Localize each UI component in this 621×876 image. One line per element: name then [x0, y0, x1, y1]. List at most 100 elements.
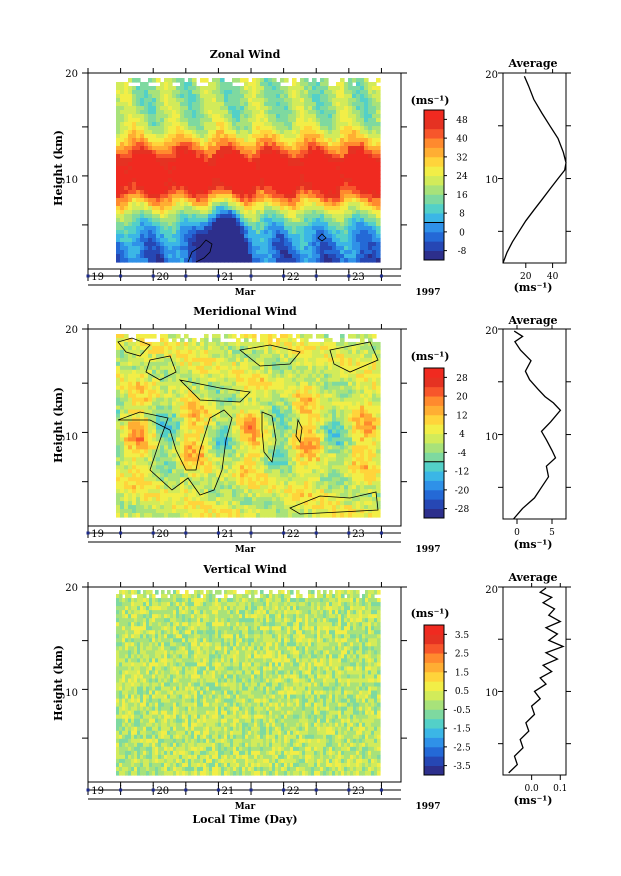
heatmap-cell — [140, 485, 145, 490]
heatmap-cell — [124, 130, 129, 135]
heatmap-cell — [292, 158, 297, 163]
heatmap-cell — [336, 246, 341, 251]
heatmap-cell — [224, 429, 229, 435]
heatmap-cell — [132, 413, 137, 419]
heatmap-cell — [228, 429, 233, 435]
heatmap-cell — [216, 353, 221, 359]
heatmap-cell — [260, 126, 265, 131]
heatmap-cell — [372, 166, 377, 171]
heatmap-cell — [136, 214, 141, 219]
heatmap-cell — [160, 401, 165, 407]
heatmap-cell — [272, 94, 277, 99]
heatmap-cell — [176, 126, 181, 131]
heatmap-cell — [116, 405, 121, 411]
heatmap-cell — [236, 469, 241, 474]
heatmap-cell — [212, 461, 217, 466]
heatmap-cell — [208, 118, 213, 123]
heatmap-cell — [256, 98, 261, 103]
heatmap-cell — [184, 142, 189, 147]
heatmap-cell — [248, 433, 253, 439]
heatmap-cell — [132, 170, 137, 175]
heatmap-cell — [160, 505, 165, 510]
heatmap-cell — [204, 90, 209, 95]
heatmap-cell — [156, 505, 161, 510]
heatmap-cell — [160, 417, 165, 423]
heatmap-cell — [168, 421, 173, 427]
zonal-wind-heatmap — [116, 78, 381, 263]
heatmap-cell — [228, 82, 233, 87]
heatmap-cell — [336, 210, 341, 215]
heatmap-cell — [184, 449, 189, 454]
heatmap-cell — [204, 154, 209, 159]
heatmap-cell — [300, 102, 305, 107]
heatmap-cell — [160, 170, 165, 175]
heatmap-cell — [348, 122, 353, 127]
heatmap-cell — [136, 477, 141, 482]
heatmap-cell — [188, 341, 193, 347]
heatmap-cell — [176, 433, 181, 439]
heatmap-cell — [120, 170, 125, 175]
heatmap-cell — [168, 182, 173, 187]
heatmap-cell — [360, 78, 365, 83]
heatmap-cell — [184, 170, 189, 175]
heatmap-cell — [344, 258, 349, 263]
heatmap-cell — [356, 110, 361, 115]
heatmap-cell — [200, 122, 205, 127]
heatmap-cell — [224, 110, 229, 115]
heatmap-cell — [344, 118, 349, 123]
heatmap-cell — [184, 254, 189, 259]
heatmap-cell — [204, 429, 209, 435]
heatmap-cell — [128, 198, 133, 203]
heatmap-cell — [168, 485, 173, 490]
heatmap-cell — [188, 206, 193, 211]
heatmap-cell — [236, 433, 241, 439]
heatmap-cell — [160, 489, 165, 494]
heatmap-cell — [240, 473, 245, 478]
heatmap-cell — [336, 150, 341, 155]
heatmap-cell — [336, 90, 341, 95]
heatmap-cell — [272, 457, 277, 462]
heatmap-cell — [316, 226, 321, 231]
heatmap-cell — [140, 198, 145, 203]
heatmap-cell — [212, 385, 217, 391]
heatmap-cell — [192, 230, 197, 235]
heatmap-cell — [240, 130, 245, 135]
heatmap-cell — [256, 90, 261, 95]
heatmap-cell — [200, 393, 205, 399]
heatmap-cell — [240, 334, 245, 339]
heatmap-cell — [224, 485, 229, 490]
heatmap-cell — [188, 493, 193, 498]
heatmap-cell — [236, 393, 241, 399]
heatmap-cell — [192, 242, 197, 247]
heatmap-cell — [320, 86, 325, 91]
heatmap-cell — [192, 222, 197, 227]
heatmap-cell — [128, 142, 133, 147]
heatmap-cell — [316, 158, 321, 163]
heatmap-cell — [240, 477, 245, 482]
heatmap-cell — [164, 134, 169, 139]
heatmap-cell — [200, 130, 205, 135]
heatmap-cell — [360, 230, 365, 235]
heatmap-cell — [264, 134, 269, 139]
heatmap-cell — [160, 513, 165, 518]
heatmap-cell — [160, 250, 165, 255]
heatmap-cell — [228, 509, 233, 514]
heatmap-cell — [272, 194, 277, 199]
heatmap-cell — [120, 166, 125, 171]
heatmap-cell — [164, 242, 169, 247]
heatmap-cell — [168, 489, 173, 494]
heatmap-cell — [224, 505, 229, 510]
heatmap-cell — [180, 449, 185, 454]
heatmap-cell — [268, 445, 273, 450]
heatmap-cell — [212, 246, 217, 251]
heatmap-cell — [256, 146, 261, 151]
heatmap-cell — [192, 102, 197, 107]
heatmap-cell — [288, 130, 293, 135]
heatmap-cell — [204, 445, 209, 450]
heatmap-cell — [180, 118, 185, 123]
heatmap-cell — [332, 214, 337, 219]
heatmap-cell — [280, 357, 285, 363]
heatmap-cell — [292, 226, 297, 231]
heatmap-cell — [208, 473, 213, 478]
heatmap-cell — [144, 501, 149, 506]
